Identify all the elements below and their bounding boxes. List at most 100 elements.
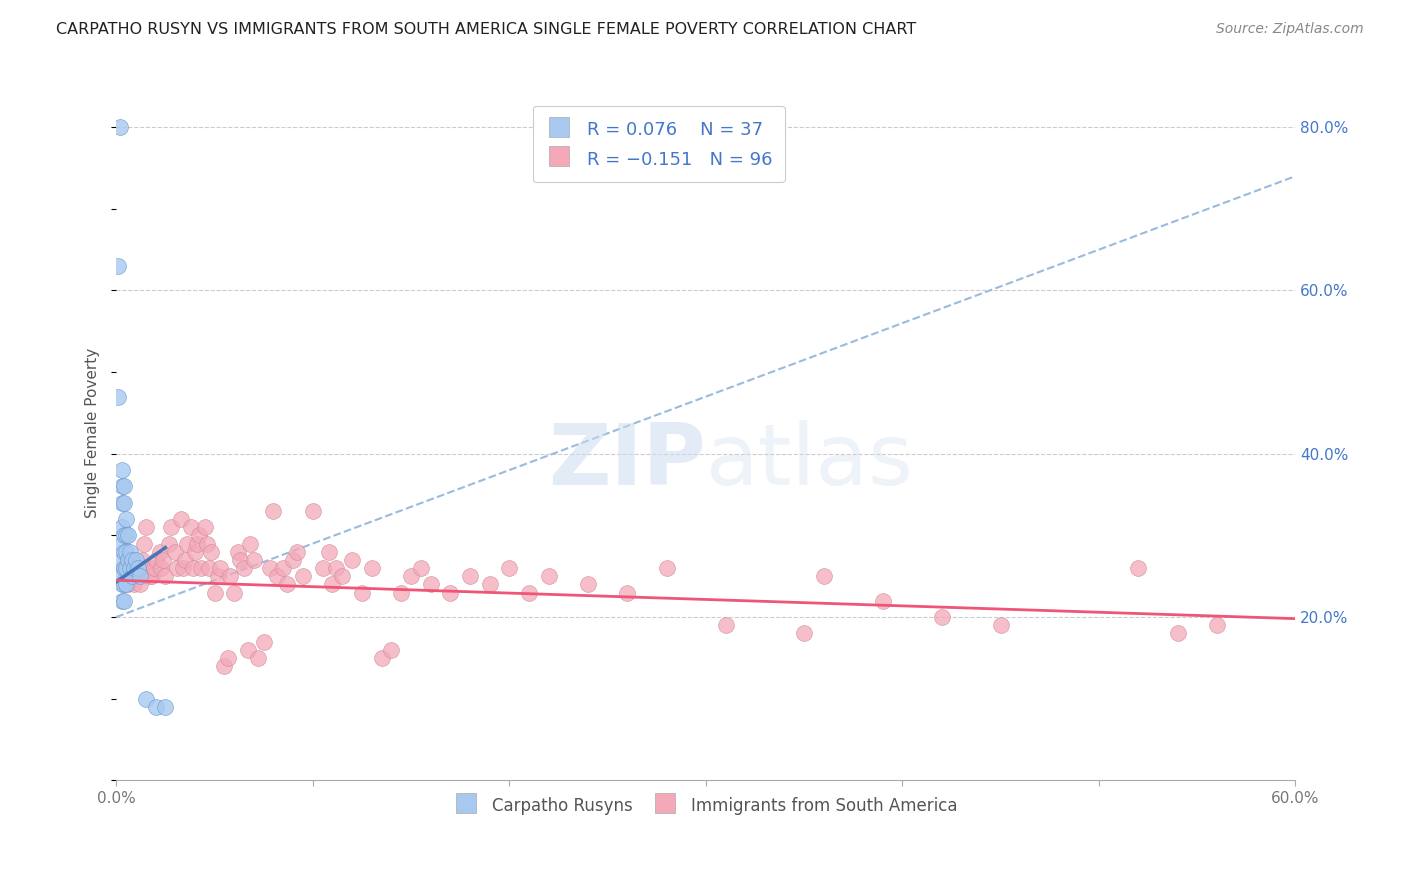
Point (115, 528, 138, 542)
Point (138, 569, 160, 583)
Point (117, 577, 139, 591)
Point (350, 585, 373, 599)
Point (128, 577, 150, 591)
Point (125, 553, 148, 567)
Legend: Carpatho Rusyns, Immigrants from South America: Carpatho Rusyns, Immigrants from South A… (446, 787, 966, 824)
Point (111, 593, 134, 607)
Point (107, 390, 129, 404)
Point (1128, 561, 1150, 575)
Point (118, 561, 141, 575)
Point (1205, 618, 1227, 632)
Point (118, 569, 141, 583)
Point (111, 520, 134, 534)
Point (117, 553, 139, 567)
Point (115, 569, 138, 583)
Point (111, 553, 134, 567)
Point (142, 561, 165, 575)
Point (360, 561, 382, 575)
Point (399, 569, 422, 583)
Point (118, 545, 141, 559)
Point (517, 585, 540, 599)
Point (263, 504, 285, 518)
Point (122, 561, 145, 575)
Point (370, 650, 392, 665)
Point (165, 545, 187, 559)
Point (197, 561, 219, 575)
Point (117, 528, 139, 542)
Point (135, 520, 157, 534)
Point (325, 561, 347, 575)
Point (419, 577, 441, 591)
Point (207, 569, 229, 583)
Point (204, 585, 226, 599)
Point (714, 618, 737, 632)
Point (166, 561, 188, 575)
Point (311, 561, 333, 575)
Point (219, 569, 242, 583)
Point (160, 520, 183, 534)
Point (121, 553, 143, 567)
Point (111, 496, 134, 510)
Point (112, 561, 135, 575)
Point (458, 569, 481, 583)
Point (148, 545, 170, 559)
Point (112, 577, 135, 591)
Point (1167, 626, 1189, 640)
Point (155, 699, 177, 714)
Point (111, 463, 134, 477)
Point (150, 561, 173, 575)
Point (537, 569, 560, 583)
Point (321, 577, 343, 591)
Point (990, 618, 1012, 632)
Point (229, 553, 252, 567)
Text: Source: ZipAtlas.com: Source: ZipAtlas.com (1216, 22, 1364, 37)
Point (157, 536, 180, 550)
Point (128, 569, 150, 583)
Point (330, 569, 353, 583)
Point (209, 561, 232, 575)
Point (813, 569, 835, 583)
Point (145, 553, 167, 567)
Point (112, 496, 135, 510)
Point (616, 585, 638, 599)
Point (111, 577, 134, 591)
Point (389, 585, 412, 599)
Point (108, 120, 131, 135)
Point (195, 536, 218, 550)
Point (115, 561, 138, 575)
Point (112, 593, 135, 607)
Point (115, 577, 138, 591)
Point (301, 504, 323, 518)
Point (872, 593, 894, 607)
Point (107, 259, 129, 273)
Point (259, 561, 281, 575)
Point (121, 553, 143, 567)
Point (174, 553, 197, 567)
Point (127, 561, 149, 575)
Point (214, 659, 236, 673)
Point (181, 561, 204, 575)
Point (253, 634, 276, 648)
Point (152, 553, 174, 567)
Point (439, 585, 461, 599)
Point (276, 577, 298, 591)
Point (291, 569, 314, 583)
Point (135, 691, 157, 706)
Point (793, 626, 815, 640)
Point (111, 479, 134, 493)
Point (170, 512, 193, 526)
Point (233, 561, 256, 575)
Point (176, 536, 198, 550)
Point (136, 561, 159, 575)
Text: atlas: atlas (706, 419, 914, 502)
Point (112, 528, 135, 542)
Point (246, 650, 269, 665)
Point (127, 569, 149, 583)
Point (180, 520, 202, 534)
Point (224, 585, 246, 599)
Point (115, 512, 138, 526)
Point (115, 545, 138, 559)
Point (112, 561, 135, 575)
Point (141, 569, 163, 583)
Point (217, 650, 239, 665)
